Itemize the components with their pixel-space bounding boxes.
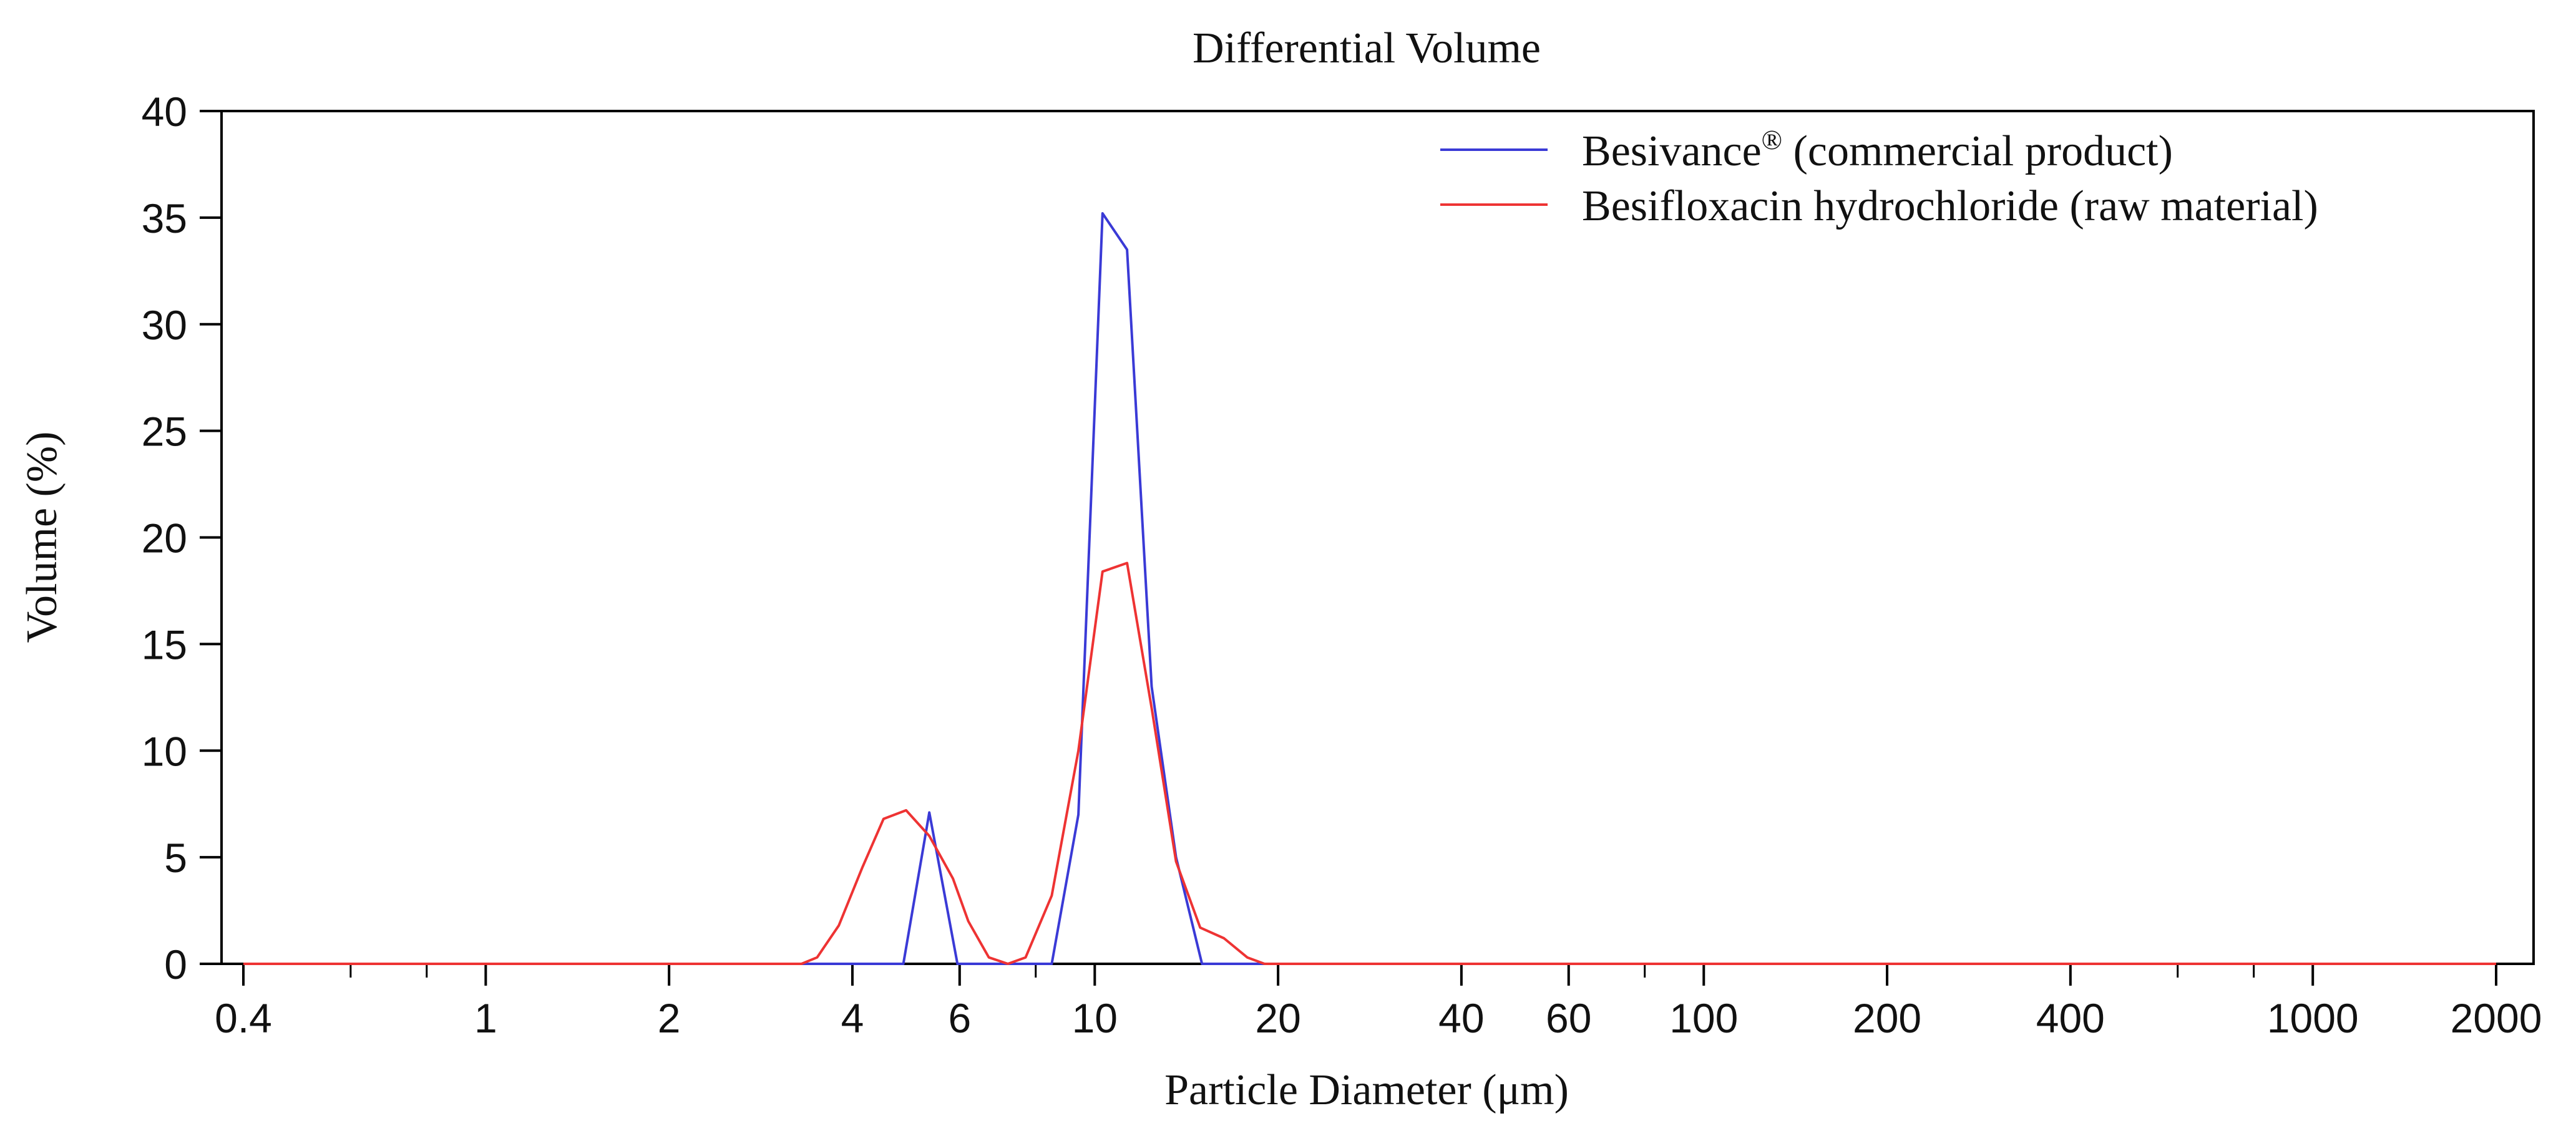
- x-tick-label: 10: [1072, 995, 1118, 1041]
- y-tick-label: 0: [164, 941, 187, 988]
- legend-label-besivance: Besivance® (commercial product): [1582, 125, 2173, 175]
- y-tick-label: 30: [142, 302, 187, 348]
- y-axis-label: Volume (%): [18, 432, 66, 643]
- x-axis-label: Particle Diameter (μm): [1164, 1066, 1569, 1114]
- x-tick-label: 60: [1546, 995, 1591, 1041]
- x-tick-label: 1: [474, 995, 497, 1041]
- x-tick-label: 6: [948, 995, 971, 1041]
- legend-label-besifloxacin: Besifloxacin hydrochloride (raw material…: [1582, 182, 2318, 230]
- x-tick-label: 2000: [2451, 995, 2542, 1041]
- y-tick-label: 35: [142, 195, 187, 241]
- x-tick-label: 0.4: [215, 995, 272, 1041]
- y-tick-label: 25: [142, 409, 187, 455]
- series-line-besifloxacin: [243, 561, 2496, 965]
- x-tick-label: 2: [658, 995, 681, 1041]
- y-tick-label: 15: [142, 621, 187, 668]
- series-layer: [243, 212, 2496, 965]
- y-tick-label: 20: [142, 515, 187, 561]
- y-axis: 0 5 10 15 20 25 30 35 40: [142, 89, 222, 988]
- x-axis: 0.4 1 2 4 6 10 20 40 60 100 200 400 1000 2000: [215, 964, 2542, 1041]
- x-tick-label: 1000: [2267, 995, 2359, 1041]
- x-tick-label: 100: [1669, 995, 1738, 1041]
- x-tick-label: 4: [841, 995, 864, 1041]
- x-tick-label: 40: [1438, 995, 1484, 1041]
- chart-title: Differential Volume: [1193, 24, 1541, 72]
- y-tick-label: 5: [164, 835, 187, 881]
- legend: Besivance® (commercial product) Besiflox…: [1440, 125, 2318, 230]
- y-tick-label: 10: [142, 728, 187, 774]
- x-tick-label: 200: [1853, 995, 1921, 1041]
- y-tick-label: 40: [142, 89, 187, 135]
- x-tick-label: 20: [1255, 995, 1300, 1041]
- x-tick-label: 400: [2036, 995, 2105, 1041]
